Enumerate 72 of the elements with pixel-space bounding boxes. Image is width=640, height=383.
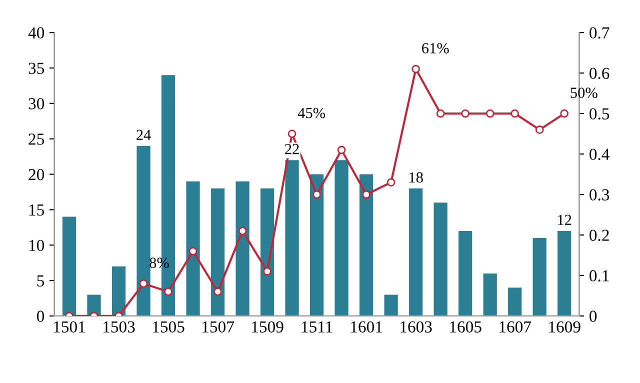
point	[188, 247, 198, 256]
y-tick-label: 25	[28, 134, 44, 145]
y-tick-label: 20	[28, 168, 44, 180]
bar	[409, 188, 423, 316]
point	[461, 109, 470, 118]
point	[214, 288, 222, 296]
point	[337, 146, 346, 154]
y2-tick-label: 0.7	[590, 27, 610, 39]
point	[436, 109, 445, 118]
bar	[136, 146, 150, 316]
x-tick-label: 1505	[153, 321, 184, 333]
point	[288, 130, 296, 138]
y2-tick-label: 0.2	[590, 230, 609, 242]
y-tick-label: 0	[36, 310, 44, 322]
point	[238, 226, 247, 236]
data-label: 24	[136, 130, 151, 140]
y-tick-label: 40	[28, 27, 44, 38]
bar	[334, 160, 348, 316]
point	[263, 267, 272, 276]
y-tick-label: 5	[37, 275, 44, 286]
x-tick-label: 1507	[202, 321, 234, 333]
bar	[483, 273, 497, 316]
y2-tick-label: 0.3	[590, 189, 610, 201]
data-label: 12	[558, 214, 572, 225]
bar	[186, 181, 200, 316]
x-tick-label: 1509	[252, 321, 284, 333]
x-tick-label: 1511	[302, 321, 332, 333]
bar	[236, 181, 250, 316]
x-tick-label: 1603	[400, 321, 432, 333]
data-label: 18	[410, 172, 423, 183]
point	[560, 109, 569, 118]
bar	[384, 294, 398, 316]
bar	[434, 202, 448, 316]
bar	[310, 174, 324, 316]
point	[312, 190, 321, 199]
data-label: 50%	[570, 88, 598, 98]
x-tick-label: 1601	[351, 321, 382, 333]
bar	[62, 216, 76, 316]
bar	[360, 174, 374, 316]
point	[486, 109, 494, 118]
bar	[210, 188, 225, 316]
bar	[458, 230, 472, 316]
point	[386, 178, 396, 187]
y2-tick-label: 0.4	[590, 148, 610, 160]
data-label: 22	[285, 144, 299, 154]
y-tick-label: 30	[28, 98, 44, 110]
y2-tick-label: 0.6	[590, 68, 610, 80]
x-tick-label: 1503	[104, 321, 135, 333]
bar	[285, 160, 299, 316]
y2-tick-label: 0.1	[590, 270, 609, 282]
x-tick-label: 1605	[450, 321, 482, 333]
x-tick-label: 1501	[54, 321, 85, 333]
x-tick-label: 1609	[549, 321, 580, 333]
bar	[260, 188, 274, 316]
point	[164, 288, 172, 296]
bar	[532, 238, 546, 316]
data-label: 61%	[422, 43, 449, 54]
bar	[508, 288, 522, 316]
data-label: 45%	[298, 108, 326, 118]
bar	[558, 230, 572, 316]
point	[362, 190, 370, 199]
y-tick-label: 15	[29, 204, 44, 216]
y-tick-label: 35	[28, 62, 44, 74]
y2-tick-label: 0	[590, 310, 597, 322]
point	[412, 64, 420, 74]
point	[139, 279, 148, 288]
point	[510, 109, 520, 118]
y2-tick-label: 0.5	[590, 108, 610, 120]
x-tick-label: 1607	[500, 321, 532, 333]
y-tick-label: 10	[29, 240, 44, 252]
bar	[112, 266, 126, 316]
point	[535, 126, 544, 134]
